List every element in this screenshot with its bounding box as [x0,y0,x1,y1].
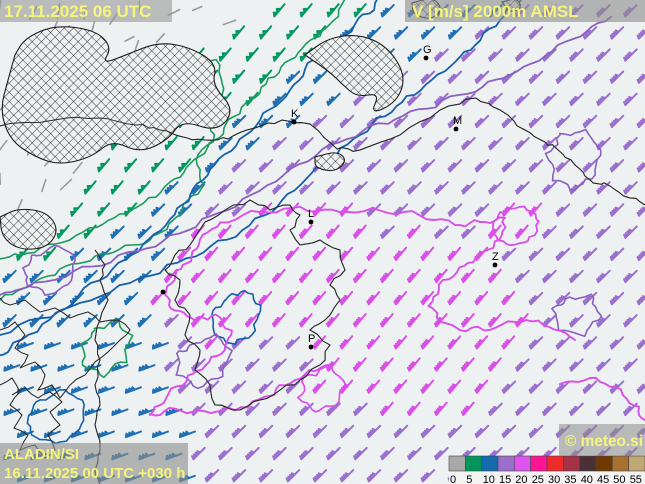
svg-text:50: 50 [613,474,625,484]
svg-text:M: M [453,115,462,127]
svg-text:10: 10 [483,474,495,484]
svg-text:16.11.2025 00 UTC +030 h: 16.11.2025 00 UTC +030 h [4,465,185,482]
svg-text:40: 40 [581,474,593,484]
svg-text:55: 55 [630,474,642,484]
svg-text:15: 15 [499,474,511,484]
svg-text:Z: Z [492,251,499,263]
svg-text:20: 20 [515,474,527,484]
svg-text:25: 25 [532,474,544,484]
svg-text:© meteo.si: © meteo.si [565,433,643,450]
svg-text:35: 35 [564,474,576,484]
svg-text:L: L [308,208,314,220]
svg-text:G: G [423,44,432,56]
svg-text:17.11.2025 06 UTC: 17.11.2025 06 UTC [4,2,151,21]
svg-text:P: P [308,333,315,345]
svg-text:30: 30 [548,474,560,484]
svg-text:5: 5 [466,474,472,484]
svg-text:0: 0 [450,474,456,484]
svg-text:V [m/s] 2000m AMSL: V [m/s] 2000m AMSL [412,2,579,21]
svg-text:45: 45 [597,474,609,484]
svg-text:ALADIN/SI: ALADIN/SI [4,446,79,463]
svg-text:K: K [291,108,299,120]
